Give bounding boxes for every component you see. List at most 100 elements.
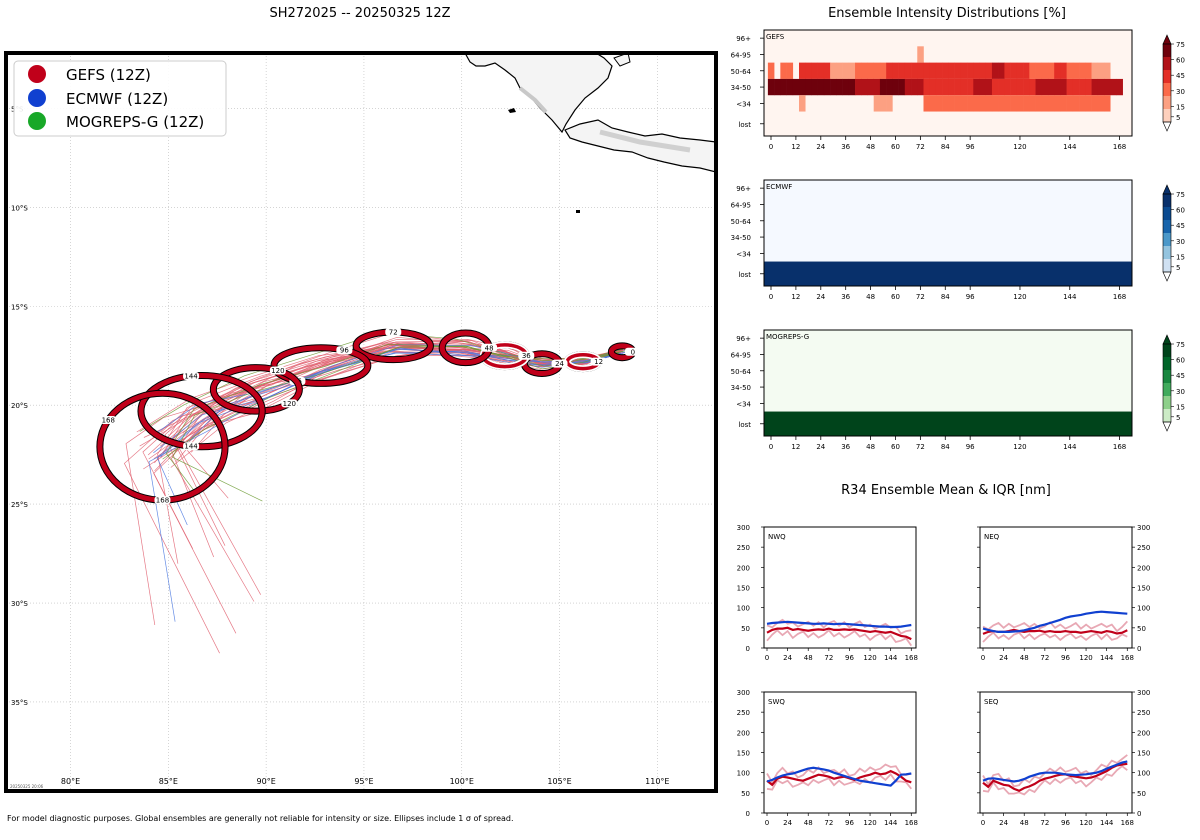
- heatmap-cell: [1103, 95, 1111, 112]
- heatmap-cell: [1097, 95, 1105, 112]
- heatmap-row-label: 96+: [736, 35, 751, 43]
- heatmap-cell: [979, 95, 987, 112]
- heatmap-cell: [873, 78, 881, 96]
- r34-x-tick-label: 120: [1079, 654, 1092, 662]
- heatmap-cell: [1085, 62, 1092, 79]
- r34-y-tick-label: 50: [741, 790, 750, 798]
- heatmap-cell: [1060, 62, 1067, 79]
- colorbar-tick-label: 30: [1176, 238, 1185, 246]
- colorbar-tick-label: 15: [1176, 253, 1185, 261]
- ellipse-label-bg: [154, 496, 171, 505]
- r34-y-tick-label: 50: [1137, 790, 1146, 798]
- heatmap-cell: [1060, 78, 1067, 96]
- colorbar-segment: [1163, 44, 1171, 57]
- ellipse-label: 168: [102, 417, 115, 425]
- main-title: SH272025 -- 20250325 12Z: [269, 6, 450, 21]
- r34-x-tick-label: 168: [1121, 819, 1134, 827]
- lon-tick-label: 95°E: [354, 777, 373, 786]
- heatmap-cell: [767, 78, 775, 96]
- lon-tick-label: 105°E: [547, 777, 571, 786]
- heatmap-cell: [935, 78, 943, 96]
- r34-x-tick-label: 144: [1100, 819, 1114, 827]
- colorbar-tick-label: 60: [1176, 207, 1185, 215]
- r34-x-tick-label: 120: [863, 819, 876, 827]
- heatmap-row-label: 64-95: [731, 51, 751, 59]
- colorbar-segment: [1163, 383, 1171, 396]
- heatmap-x-tick-label: 12: [791, 443, 800, 451]
- lat-tick-label: 10°S: [11, 204, 28, 212]
- r34-y-tick-label: 250: [737, 709, 750, 717]
- heatmap-cell: [780, 78, 787, 96]
- colorbar-frame: [1162, 193, 1172, 273]
- r34-plot-area: [980, 527, 1132, 648]
- ellipse-hour-120: [210, 365, 302, 414]
- r34-x-tick-label: 0: [765, 654, 769, 662]
- lon-tick-label: 85°E: [159, 777, 178, 786]
- heatmap-cell: [1047, 62, 1055, 79]
- r34-x-tick-label: 96: [845, 654, 854, 662]
- landmass: [464, 53, 716, 213]
- heatmap-frame: [763, 179, 1133, 287]
- colorbar-segment: [1163, 259, 1171, 272]
- r34-x-tick-label: 168: [1121, 654, 1134, 662]
- r34-y-tick-label: 0: [1137, 645, 1141, 653]
- heatmap-cell: [898, 62, 906, 79]
- heatmap-cell: [998, 62, 1005, 79]
- ellipse-label-bg: [269, 366, 286, 375]
- heatmap-row-label: <34: [736, 250, 751, 258]
- r34-x-tick-label: 24: [783, 819, 792, 827]
- r34-x-tick-label: 24: [999, 654, 1008, 662]
- heatmap-x-tick-label: 72: [916, 443, 925, 451]
- r34-y-tick-label: 150: [1137, 585, 1150, 593]
- heatmap-frame: [763, 329, 1133, 437]
- ellipse-label: 48: [485, 344, 494, 352]
- heatmap-cell: [879, 78, 887, 96]
- heatmap-cell: [1072, 62, 1080, 79]
- heatmap-cell: [954, 62, 962, 79]
- r34-y-tick-label: 200: [1137, 729, 1150, 737]
- heatmap-cell: [1004, 62, 1011, 79]
- ellipse-label: 72: [389, 328, 398, 336]
- heatmap-cell: [960, 95, 968, 112]
- heatmap-cell: [792, 78, 800, 96]
- heatmap-colorbar: 5 15 30 45 60 75: [1162, 184, 1185, 282]
- heatmap-cell: [811, 78, 818, 96]
- heatmap-cell: [886, 78, 893, 96]
- heatmap-cell: [979, 78, 987, 96]
- ellipse-label: 96: [340, 347, 349, 355]
- heatmap-row-label: 96+: [736, 335, 751, 343]
- heatmap-cell: [855, 78, 862, 96]
- heatmap-cell: [929, 62, 937, 79]
- ellipse-label-bg: [183, 442, 200, 451]
- map-gridlines: [6, 53, 716, 791]
- heatmap-cell: [1103, 78, 1111, 96]
- heatmap-cell: [985, 62, 993, 79]
- heatmap-x-tick-label: 48: [866, 443, 875, 451]
- heatmap-cell: [1047, 95, 1055, 112]
- heatmap-cell: [805, 62, 812, 79]
- r34-y-tick-label: 250: [737, 544, 750, 552]
- r34-x-tick-label: 48: [1020, 654, 1029, 662]
- heatmap-x-tick-label: 72: [916, 293, 925, 301]
- heatmap-cell: [998, 78, 1005, 96]
- r34-y-tick-label: 300: [737, 689, 750, 697]
- r34-x-tick-label: 48: [1020, 819, 1029, 827]
- r34-x-tick-label: 120: [863, 654, 876, 662]
- heatmap-x-tick-label: 0: [769, 293, 773, 301]
- heatmap-cell: [923, 78, 931, 96]
- heatmap-cell: [836, 78, 843, 96]
- heatmap-cell: [811, 62, 818, 79]
- heatmap-row-label: lost: [738, 271, 751, 279]
- colorbar-top-extend: [1162, 34, 1172, 45]
- colorbar-tick-label: 45: [1176, 72, 1185, 80]
- heatmap-lost-row: [764, 261, 1132, 286]
- heatmap-cell: [848, 62, 856, 79]
- heatmap-cell: [991, 95, 999, 112]
- heatmap-cell: [1079, 95, 1086, 112]
- r34-y-tick-label: 150: [737, 585, 750, 593]
- colorbar-segment: [1163, 70, 1171, 83]
- colorbar-tick-label: 60: [1176, 57, 1185, 65]
- heatmap-cell: [823, 78, 831, 96]
- r34-panel-label: SWQ: [768, 698, 785, 706]
- heatmap-cell: [1091, 95, 1099, 112]
